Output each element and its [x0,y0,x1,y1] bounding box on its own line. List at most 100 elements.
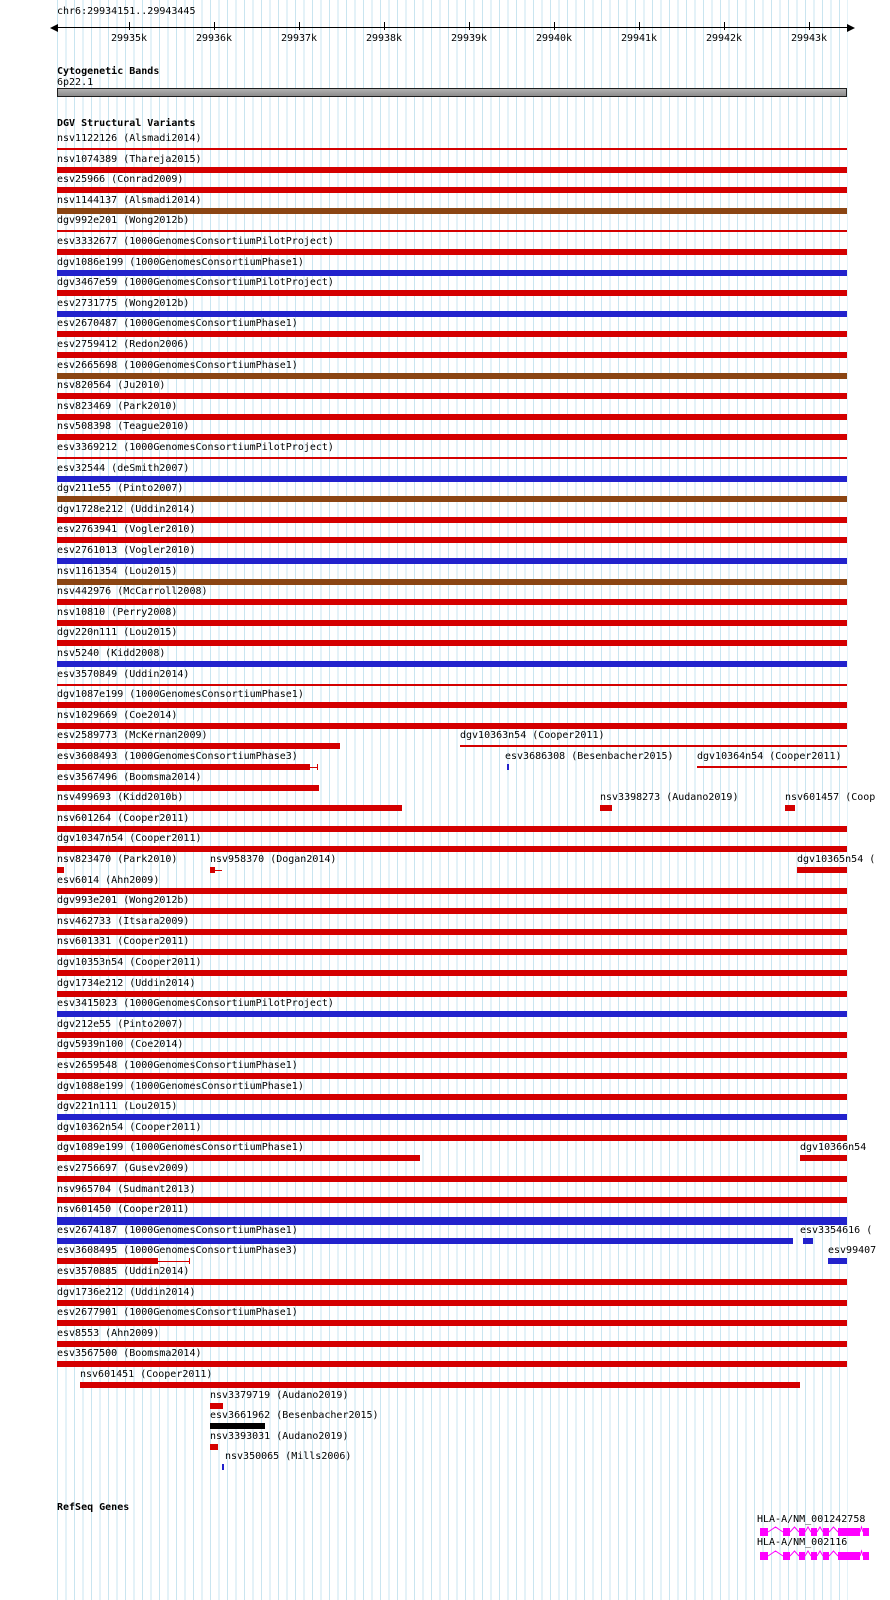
variant-label[interactable]: dgv993e201 (Wong2012b) [57,895,190,907]
variant-bar[interactable] [57,310,847,317]
variant-label[interactable]: esv3661962 (Besenbacher2015) [210,1410,379,1422]
variant-bar[interactable] [57,166,847,173]
variant-bar[interactable] [797,867,847,873]
variant-bar[interactable] [189,1258,190,1265]
variant-bar[interactable] [57,722,847,729]
variant-label[interactable]: nsv601450 (Cooper2011) [57,1204,190,1216]
variant-label[interactable]: dgv1088e199 (1000GenomesConsortiumPhase1… [57,1080,304,1092]
variant-bar[interactable] [57,558,847,564]
variant-label[interactable]: nsv1122126 (Alsmadi2014) [57,133,202,144]
variant-label[interactable]: esv2677901 (1000GenomesConsortiumPhase1) [57,1307,298,1319]
variant-bar[interactable] [310,767,318,768]
variant-bar[interactable] [600,805,612,812]
variant-label[interactable]: esv3415023 (1000GenomesConsortiumPilotPr… [57,998,334,1010]
variant-bar[interactable] [57,1258,158,1265]
cytoband-bar[interactable] [57,88,847,97]
variant-label[interactable]: esv6014 (Ahn2009) [57,874,160,886]
variant-label[interactable]: esv99407 [828,1245,877,1257]
variant-bar[interactable] [57,230,847,233]
variant-label[interactable]: esv2763941 (Vogler2010) [57,524,196,536]
variant-label[interactable]: dgv10365n54 ( [797,854,876,865]
variant-label[interactable]: esv8553 (Ahn2009) [57,1327,160,1339]
variant-label[interactable]: dgv1728e212 (Uddin2014) [57,503,196,515]
variant-bar[interactable] [57,1237,793,1244]
variant-bar[interactable] [57,599,847,606]
variant-label[interactable]: nsv965704 (Sudmant2013) [57,1183,196,1195]
variant-label[interactable]: esv2731775 (Wong2012b) [57,297,190,309]
variant-label[interactable]: dgv1736e212 (Uddin2014) [57,1286,196,1298]
variant-bar[interactable] [57,1031,847,1038]
variant-bar[interactable] [57,207,847,214]
variant-label[interactable]: esv2670487 (1000GenomesConsortiumPhase1) [57,318,298,330]
variant-label[interactable]: nsv601457 (Coop [785,792,876,804]
variant-label[interactable]: nsv1144137 (Alsmadi2014) [57,194,202,206]
variant-bar[interactable] [57,1134,847,1141]
variant-bar[interactable] [57,249,847,255]
variant-label[interactable]: nsv601264 (Cooper2011) [57,812,190,824]
variant-bar[interactable] [57,619,847,626]
variant-label[interactable]: dgv1734e212 (Uddin2014) [57,977,196,989]
variant-label[interactable]: dgv10353n54 (Cooper2011) [57,957,202,968]
variant-label[interactable]: esv3570849 (Uddin2014) [57,668,190,680]
variant-bar[interactable] [57,661,847,667]
variant-bar[interactable] [57,413,847,420]
variant-bar[interactable] [803,1237,813,1244]
variant-bar[interactable] [57,825,847,832]
variant-bar[interactable] [57,683,847,686]
variant-bar[interactable] [210,1443,218,1450]
variant-bar[interactable] [222,1464,224,1471]
variant-label[interactable]: dgv220n111 (Lou2015) [57,627,178,639]
variant-label[interactable]: dgv1086e199 (1000GenomesConsortiumPhase1… [57,256,304,268]
variant-bar[interactable] [57,516,847,523]
variant-bar[interactable] [57,434,847,441]
variant-label[interactable]: esv32544 (deSmith2007) [57,462,190,474]
variant-bar[interactable] [57,1073,847,1079]
variant-bar[interactable] [57,1217,847,1226]
gene-glyph[interactable] [759,1525,871,1539]
variant-label[interactable]: esv2659548 (1000GenomesConsortiumPhase1) [57,1060,298,1071]
variant-bar[interactable] [57,457,847,459]
variant-bar[interactable] [57,290,847,297]
variant-bar[interactable] [57,537,847,544]
variant-label[interactable]: nsv3379719 (Audano2019) [210,1389,349,1401]
gene-glyph[interactable] [759,1549,871,1563]
variant-label[interactable]: nsv3393031 (Audano2019) [210,1430,349,1442]
variant-label[interactable]: nsv823470 (Park2010) [57,854,178,865]
variant-label[interactable]: dgv10362n54 (Cooper2011) [57,1121,202,1133]
variant-label[interactable]: esv2756697 (Gusev2009) [57,1163,190,1174]
variant-label[interactable]: esv3608495 (1000GenomesConsortiumPhase3) [57,1245,298,1257]
variant-bar[interactable] [460,745,847,748]
variant-label[interactable]: dgv3467e59 (1000GenomesConsortiumPilotPr… [57,277,334,289]
variant-label[interactable]: nsv442976 (McCarroll2008) [57,586,208,598]
gene-label[interactable]: HLA-A/NM_002116 [757,1537,848,1548]
variant-label[interactable]: dgv5939n100 (Coe2014) [57,1039,184,1051]
variant-label[interactable]: nsv1074389 (Thareja2015) [57,153,202,165]
variant-label[interactable]: dgv10364n54 (Cooper2011) [697,751,842,762]
variant-bar[interactable] [57,1361,847,1368]
variant-bar[interactable] [57,269,847,276]
variant-bar[interactable] [57,1320,847,1327]
variant-bar[interactable] [785,805,795,812]
variant-bar[interactable] [57,949,847,956]
variant-bar[interactable] [57,784,319,791]
variant-label[interactable]: dgv212e55 (Pinto2007) [57,1018,184,1030]
variant-bar[interactable] [57,764,310,770]
variant-label[interactable]: nsv10810 (Perry2008) [57,606,178,618]
variant-label[interactable]: esv3686308 (Besenbacher2015) [505,751,674,762]
variant-bar[interactable] [57,1155,420,1162]
variant-bar[interactable] [57,928,847,935]
variant-bar[interactable] [57,393,847,400]
variant-label[interactable]: nsv1029669 (Coe2014) [57,709,178,721]
variant-bar[interactable] [57,1093,847,1100]
variant-label[interactable]: nsv462733 (Itsara2009) [57,915,190,927]
variant-label[interactable]: dgv10363n54 (Cooper2011) [460,730,605,742]
variant-label[interactable]: dgv211e55 (Pinto2007) [57,483,184,495]
variant-label[interactable]: nsv508398 (Teague2010) [57,421,190,433]
variant-label[interactable]: esv3567500 (Boomsma2014) [57,1348,202,1360]
variant-bar[interactable] [57,846,847,853]
variant-label[interactable]: nsv823469 (Park2010) [57,400,178,412]
variant-label[interactable]: esv2589773 (McKernan2009) [57,730,208,742]
variant-bar[interactable] [57,990,847,997]
variant-bar[interactable] [57,1196,847,1203]
variant-bar[interactable] [828,1258,847,1265]
